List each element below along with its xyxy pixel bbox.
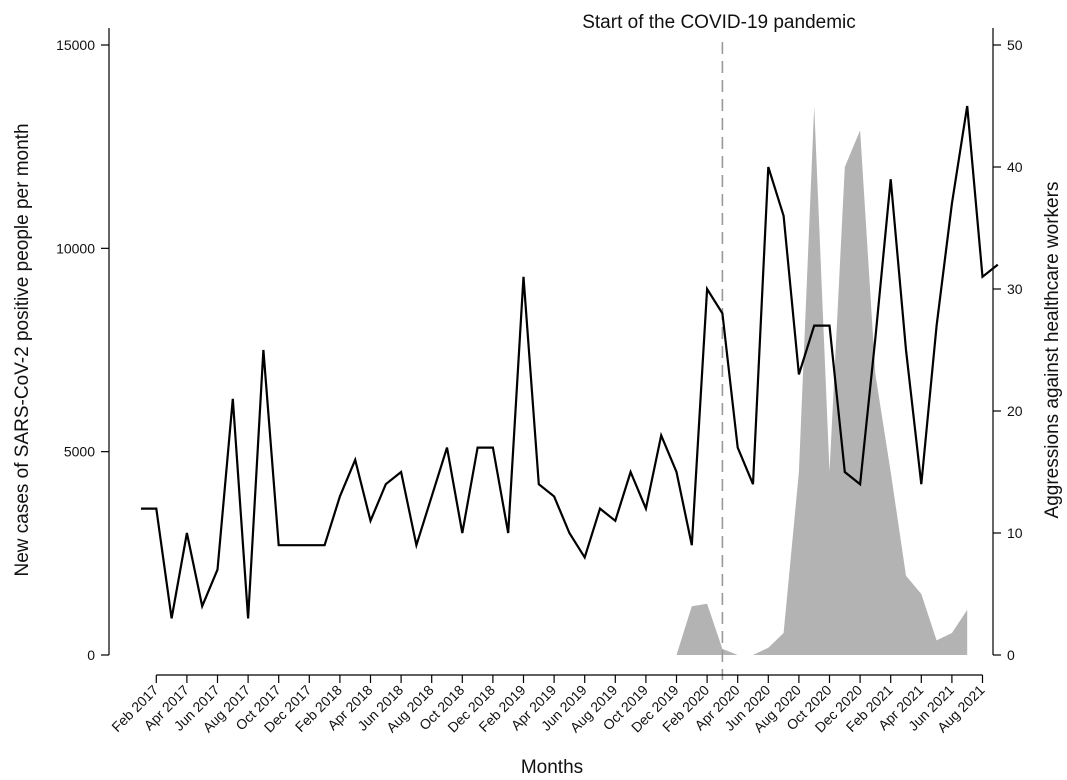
right-tick-label: 20 [1007,403,1023,419]
pandemic-annotation: Start of the COVID-19 pandemic [582,12,856,33]
right-tick-label: 30 [1007,281,1023,297]
right-y-axis-title: Aggressions against healthcare workers [1042,182,1063,519]
cases-line-layer [141,105,999,619]
cases-line [141,105,999,619]
left-tick-label: 10000 [56,240,95,256]
axes-layer [108,28,994,676]
left-y-axis-title: New cases of SARS-CoV-2 positive people … [12,123,33,576]
right-tick-label: 0 [1007,647,1015,663]
x-axis-title: Months [521,757,583,778]
right-tick-label: 10 [1007,525,1023,541]
left-tick-label: 15000 [56,37,95,53]
left-tick-label: 5000 [64,444,95,460]
right-tick-label: 50 [1007,37,1023,53]
aggressions-area-layer [676,106,968,655]
aggressions-area [676,106,968,655]
left-tick-label: 0 [87,647,95,663]
right-tick-label: 40 [1007,159,1023,175]
